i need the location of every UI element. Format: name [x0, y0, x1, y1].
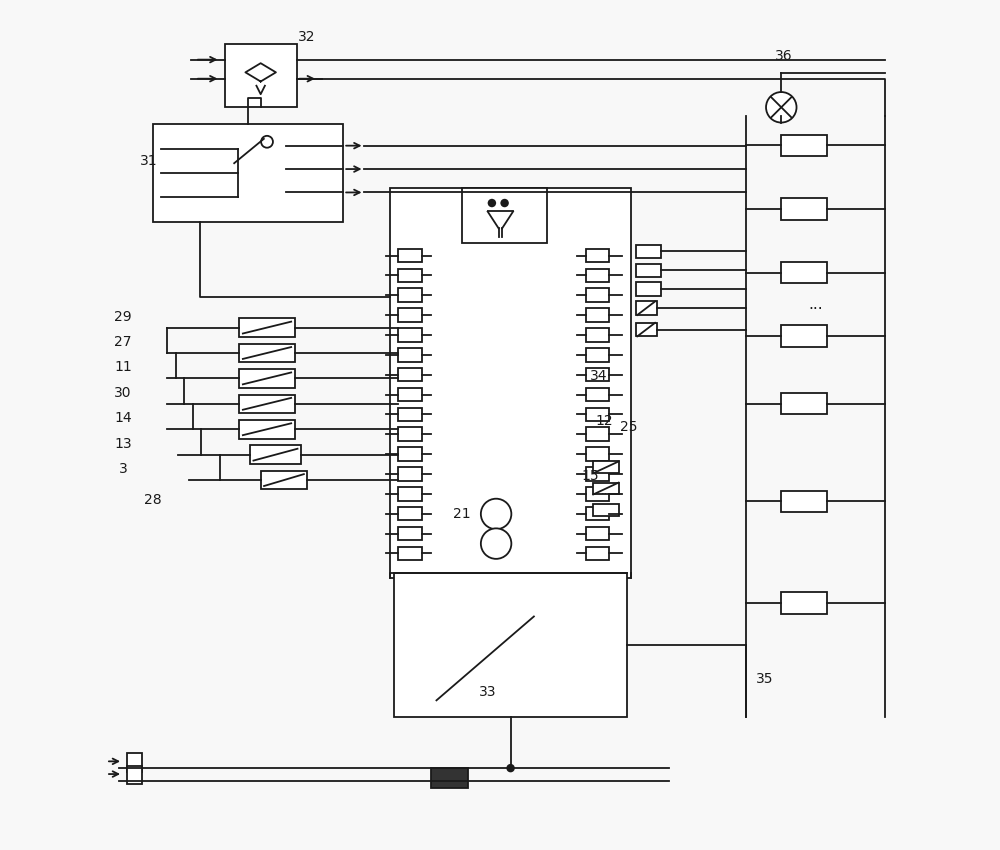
Text: 34: 34: [590, 369, 608, 382]
Bar: [398, 368, 422, 382]
Bar: [781, 262, 827, 283]
Text: 29: 29: [114, 310, 132, 325]
Bar: [586, 468, 609, 481]
Circle shape: [488, 199, 496, 207]
Text: 36: 36: [775, 49, 793, 64]
Bar: [398, 428, 422, 441]
Bar: [781, 198, 827, 219]
Bar: [398, 288, 422, 302]
Bar: [398, 447, 422, 461]
Bar: [636, 264, 661, 277]
Bar: [239, 420, 295, 439]
Text: 13: 13: [114, 437, 132, 451]
Bar: [153, 124, 343, 222]
Bar: [225, 43, 297, 107]
Bar: [636, 282, 661, 296]
Bar: [239, 343, 295, 362]
Bar: [586, 507, 609, 520]
Bar: [586, 288, 609, 302]
Bar: [398, 487, 422, 501]
Bar: [636, 245, 661, 258]
Bar: [636, 302, 657, 315]
Bar: [586, 487, 609, 501]
Bar: [394, 573, 627, 717]
Bar: [462, 188, 547, 243]
Bar: [398, 309, 422, 322]
Bar: [398, 468, 422, 481]
Bar: [398, 388, 422, 401]
Bar: [398, 269, 422, 282]
Bar: [239, 369, 295, 388]
Text: 28: 28: [144, 492, 161, 507]
Text: 27: 27: [114, 335, 132, 349]
Bar: [586, 547, 609, 560]
Bar: [781, 135, 827, 156]
Bar: [586, 328, 609, 342]
Circle shape: [766, 92, 797, 122]
Circle shape: [261, 136, 273, 148]
Bar: [781, 592, 827, 614]
Bar: [586, 408, 609, 422]
Bar: [239, 318, 295, 337]
Bar: [398, 507, 422, 520]
Bar: [586, 309, 609, 322]
Text: 32: 32: [298, 30, 316, 44]
Bar: [398, 527, 422, 541]
Bar: [586, 368, 609, 382]
Bar: [636, 323, 657, 337]
Circle shape: [500, 199, 509, 207]
Text: 14: 14: [114, 411, 132, 425]
Text: ...: ...: [808, 297, 823, 312]
Bar: [398, 408, 422, 422]
Text: 35: 35: [756, 672, 774, 686]
Bar: [586, 269, 609, 282]
Circle shape: [506, 764, 515, 773]
Bar: [398, 249, 422, 263]
Bar: [586, 428, 609, 441]
Bar: [593, 483, 619, 495]
Text: 21: 21: [453, 507, 471, 521]
Bar: [250, 445, 301, 464]
Bar: [398, 328, 422, 342]
Bar: [398, 547, 422, 560]
Text: 11: 11: [114, 360, 132, 374]
Bar: [593, 504, 619, 516]
Bar: [261, 471, 307, 490]
Text: 15: 15: [582, 469, 599, 483]
Bar: [586, 527, 609, 541]
Bar: [781, 490, 827, 512]
Bar: [127, 766, 142, 785]
Text: 12: 12: [595, 414, 613, 428]
Text: 25: 25: [620, 420, 638, 434]
Text: 3: 3: [119, 462, 127, 476]
Bar: [781, 394, 827, 415]
Text: ...: ...: [600, 486, 611, 496]
Bar: [586, 348, 609, 361]
Bar: [431, 768, 468, 788]
Circle shape: [481, 529, 511, 558]
Circle shape: [481, 499, 511, 530]
Bar: [586, 249, 609, 263]
Bar: [398, 348, 422, 361]
Text: 33: 33: [479, 685, 496, 699]
Bar: [239, 394, 295, 413]
Bar: [586, 447, 609, 461]
Bar: [586, 388, 609, 401]
Bar: [781, 326, 827, 347]
Bar: [127, 753, 142, 772]
Bar: [593, 462, 619, 473]
Bar: [390, 188, 631, 577]
Text: 30: 30: [114, 386, 132, 400]
Text: 31: 31: [140, 154, 157, 167]
